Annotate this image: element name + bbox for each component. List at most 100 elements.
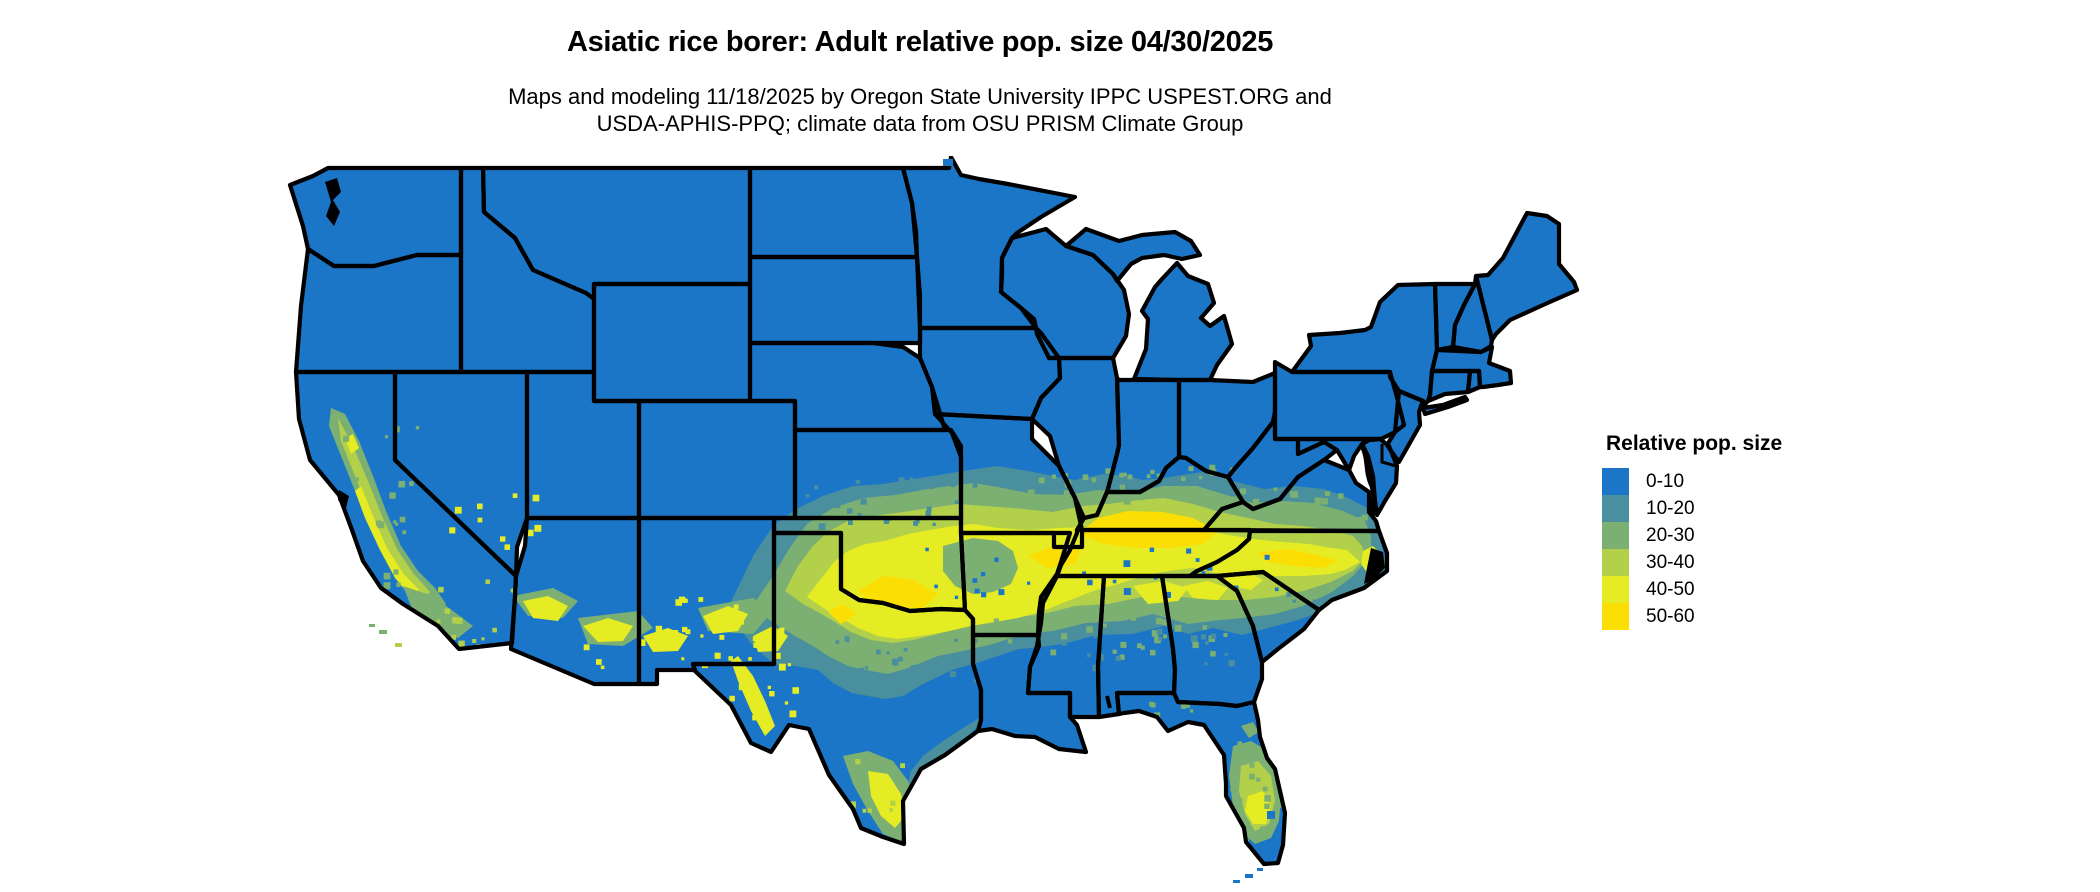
raster-speckle (1205, 641, 1209, 645)
raster-speckle (1164, 591, 1171, 598)
raster-speckle (500, 536, 506, 542)
state-border-mo (932, 411, 1085, 550)
raster-speckle (1127, 474, 1133, 480)
raster-speckle (898, 477, 905, 484)
population-band (523, 596, 568, 621)
raster-speckle (1264, 803, 1270, 809)
raster-speckle (683, 598, 688, 603)
raster-speckle (909, 477, 913, 481)
state-wy (594, 284, 750, 401)
raster-speckle (1063, 490, 1070, 496)
raster-speckle (485, 579, 490, 584)
raster-speckle (1301, 515, 1308, 522)
raster-speckle (792, 687, 799, 694)
map-decor (1359, 444, 1377, 517)
raster-speckle (973, 639, 978, 643)
raster-speckle (1303, 520, 1309, 526)
raster-speckle (991, 623, 995, 627)
raster-speckle (1195, 558, 1200, 562)
raster-speckle (1186, 548, 1192, 554)
raster-speckle (452, 617, 459, 624)
raster-speckle (1091, 477, 1097, 483)
raster-speckle (1210, 633, 1217, 640)
raster-speckle (1149, 701, 1154, 707)
raster-speckle (980, 571, 986, 577)
raster-speckle (729, 695, 735, 702)
raster-speckle (886, 651, 890, 655)
raster-speckle (1103, 623, 1107, 628)
map-decor (1105, 695, 1112, 709)
raster-speckle (858, 485, 865, 492)
raster-speckle (383, 582, 391, 590)
raster-speckle (389, 492, 396, 499)
raster-speckle (1092, 664, 1099, 672)
state-mi_up (1066, 229, 1200, 281)
raster-speckle (835, 640, 840, 644)
raster-speckle (925, 510, 932, 517)
raster-speckle (383, 572, 391, 580)
raster-speckle (789, 710, 797, 718)
legend-label: 20-30 (1646, 524, 1695, 546)
raster-speckle (1223, 627, 1228, 632)
state-nv (395, 372, 527, 576)
raster-speckle (1228, 660, 1235, 667)
raster-speckle (1312, 599, 1317, 604)
population-band (1241, 722, 1259, 738)
raster-speckle (774, 652, 781, 659)
raster-speckle (769, 691, 775, 697)
legend-item: 0-10 (1602, 468, 1782, 495)
raster-speckle (1064, 473, 1069, 477)
raster-speckle (1174, 624, 1182, 632)
raster-speckle (1087, 653, 1091, 658)
raster-speckle (438, 586, 444, 593)
legend-item: 50-60 (1602, 603, 1782, 630)
legend-swatch-0-10 (1602, 468, 1629, 495)
raster-speckle (1234, 805, 1238, 809)
population-band (858, 576, 938, 608)
raster-speckle (454, 506, 462, 514)
raster-speckle (402, 530, 407, 535)
raster-speckle (1262, 786, 1268, 792)
state-co (639, 401, 795, 518)
legend-label: 10-20 (1646, 497, 1695, 519)
population-band (703, 606, 748, 634)
raster-speckle (714, 652, 721, 659)
map-decor (325, 178, 341, 226)
raster-speckle (1119, 484, 1125, 490)
state-ia (920, 328, 1060, 419)
raster-speckle (655, 625, 663, 633)
raster-speckle (1125, 626, 1130, 632)
state-or (296, 249, 461, 372)
raster-speckle (1204, 662, 1208, 666)
raster-speckle (1112, 579, 1117, 584)
raster-speckle (787, 663, 791, 667)
map-decor (1033, 202, 1049, 212)
raster-speckle (1352, 621, 1359, 627)
raster-speckle (1156, 473, 1161, 478)
raster-speckle (859, 667, 865, 673)
raster-speckle (1264, 554, 1270, 560)
raster-speckle (913, 521, 918, 526)
figure-header: Asiatic rice borer: Adult relative pop. … (270, 0, 1570, 137)
raster-speckle (752, 714, 758, 721)
raster-speckle (682, 626, 688, 633)
population-band (828, 604, 857, 624)
raster-speckle (527, 529, 534, 537)
state-border-li (1420, 394, 1470, 417)
raster-speckle (1027, 581, 1031, 585)
state-wv (1228, 412, 1337, 509)
raster-speckle (1115, 656, 1121, 661)
raster-speckle (805, 494, 810, 498)
raster-speckle (1198, 475, 1203, 480)
raster-speckle (477, 517, 483, 523)
raster-speckle (1119, 472, 1124, 478)
map-decor (395, 643, 402, 647)
raster-speckle (1105, 468, 1111, 474)
raster-speckle (681, 657, 685, 661)
legend-swatch-30-40 (1602, 549, 1629, 576)
raster-speckle (1087, 579, 1093, 586)
legend-swatch-50-60 (1602, 603, 1629, 630)
raster-speckle (994, 557, 999, 562)
raster-speckle (1123, 497, 1131, 505)
